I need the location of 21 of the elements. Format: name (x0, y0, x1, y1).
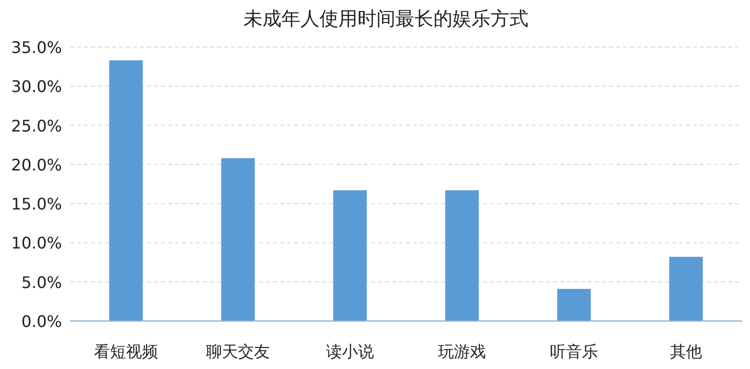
y-tick-label: 35.0% (11, 38, 62, 57)
bar (333, 190, 367, 321)
bar (109, 60, 143, 321)
y-tick-label: 15.0% (11, 194, 62, 214)
y-tick-label: 0.0% (21, 312, 62, 331)
y-tick-label: 30.0% (11, 77, 62, 96)
y-tick-label: 25.0% (11, 116, 62, 136)
bar (445, 190, 479, 321)
y-tick-label: 5.0% (21, 272, 62, 292)
bar (557, 288, 591, 321)
x-tick-label: 其他 (670, 342, 702, 361)
x-tick-label: 聊天交友 (206, 342, 270, 361)
bar (221, 158, 255, 321)
x-tick-label: 玩游戏 (438, 342, 486, 361)
bar (669, 256, 703, 321)
chart-title: 未成年人使用时间最长的娱乐方式 (244, 8, 528, 30)
x-tick-label: 听音乐 (550, 342, 598, 361)
y-tick-label: 10.0% (11, 234, 62, 253)
y-tick-label: 20.0% (11, 155, 62, 174)
x-tick-label: 看短视频 (94, 342, 158, 361)
x-tick-label: 读小说 (326, 342, 374, 361)
